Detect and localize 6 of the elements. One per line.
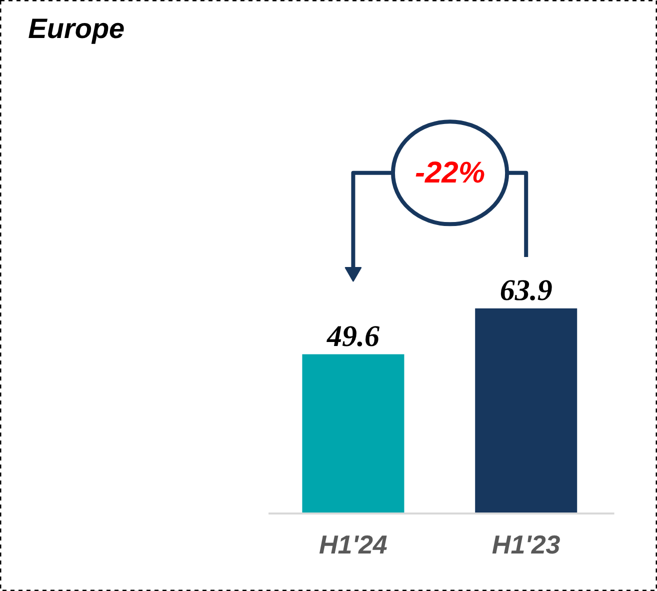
x-tick-label: H1'24: [319, 529, 388, 560]
data-label: 49.6: [326, 320, 380, 354]
text: -22%: [415, 156, 486, 190]
chart-title: Europe: [28, 12, 125, 44]
x-tick-label: H1'23: [492, 529, 561, 560]
data-label: 63.9: [500, 274, 552, 308]
